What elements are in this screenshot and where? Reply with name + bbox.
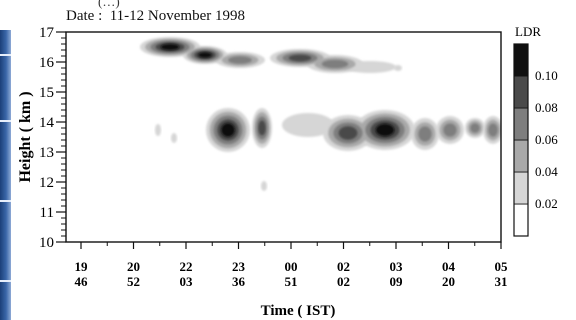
x-tick-label-minute: 51 [285,274,298,289]
x-tick-label-minute: 20 [442,274,455,289]
y-tick-label: 11 [40,205,54,221]
y-tick-label: 15 [39,85,54,101]
y-axis: 10 11 12 13 14 15 16 17 [39,25,66,251]
date-value: 11-12 November 1998 [109,8,245,24]
ldr-contour-blob [488,123,498,137]
colorbar-swatch [513,139,529,173]
y-tick-label: 10 [39,235,54,251]
strip-tick [0,280,11,282]
x-tick-label-hour: 23 [232,259,246,274]
x-tick-label-minute: 46 [75,274,89,289]
ldr-contour-blob [155,124,161,136]
ldr-contour-blob [198,52,212,58]
x-tick-label-hour: 22 [180,259,193,274]
ldr-contour-blob [443,123,457,137]
x-tick-label-minute: 52 [127,274,140,289]
x-tick-label-minute: 31 [495,274,508,289]
colorbar-swatch [513,75,529,109]
ldr-contour-blob [258,120,266,136]
strip-tick [0,120,11,122]
y-tick-label: 17 [39,25,55,41]
ldr-contour-blob [288,54,312,62]
ldr-contour-field [140,37,501,191]
colorbar-swatch [513,43,529,77]
y-tick-label: 16 [39,55,55,71]
colorbar-swatch [513,171,529,205]
y-axis-label: Height ( km ) [17,91,34,182]
date-label: Date : [66,8,103,24]
ldr-contour-blob [344,61,396,73]
y-tick-label: 13 [39,145,54,161]
ldr-contour-blob [394,65,402,71]
x-tick-label-hour: 20 [127,259,140,274]
ldr-contour-blob [221,123,235,137]
colorbar-tick-label: 0.06 [535,132,558,147]
plot-frame [65,31,502,243]
ldr-contour-blob [418,126,432,142]
x-tick-label-hour: 03 [390,259,404,274]
ldr-contour-blob [171,133,177,143]
left-edge-strip [0,30,11,320]
ldr-contour-blob [228,56,252,64]
x-tick-label-minute: 36 [232,274,246,289]
x-tick-label-minute: 02 [337,274,350,289]
colorbar-frame [513,43,529,237]
colorbar: LDR 0.02 0.04 0.06 0.08 0.10 [513,24,558,237]
x-tick-label-hour: 02 [337,259,350,274]
y-tick-label: 14 [39,115,55,131]
ldr-contour-blob [321,59,349,69]
ldr-contour-blob [282,113,334,137]
partial-title: (…) [98,0,120,9]
x-tick-label-hour: 00 [285,259,298,274]
colorbar-tick-label: 0.08 [535,100,558,115]
strip-tick [0,54,11,56]
colorbar-tick-label: 0.10 [535,68,558,83]
x-tick-label-minute: 03 [180,274,194,289]
colorbar-tick-label: 0.02 [535,196,558,211]
ldr-contour-blob [160,43,180,51]
strip-tick [0,200,11,202]
colorbar-swatch [513,107,529,141]
colorbar-title: LDR [515,24,541,39]
colorbar-swatch [513,203,529,237]
x-tick-label-hour: 04 [442,259,456,274]
y-tick-label: 12 [39,175,54,191]
ldr-contour-blob [338,126,358,140]
x-axis-label: Time ( IST) [261,303,336,319]
x-tick-label-hour: 19 [75,259,89,274]
x-tick-label-minute: 09 [390,274,404,289]
x-tick-label-hour: 05 [495,259,509,274]
colorbar-tick-label: 0.04 [535,164,558,179]
ldr-contour-blob [375,123,395,137]
ldr-contour-blob [470,123,480,133]
date-line: Date : 11-12 November 1998 [66,8,245,25]
ldr-contour-blob [261,181,267,191]
